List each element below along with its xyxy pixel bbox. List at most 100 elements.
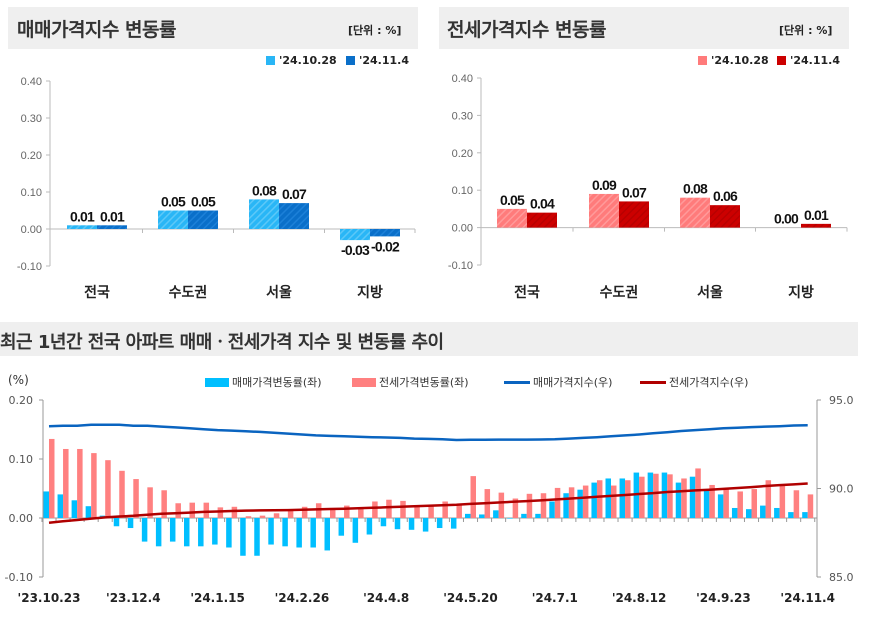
sale-change-bar xyxy=(605,478,611,518)
sale-bar xyxy=(340,229,370,241)
trend-y-tick-label: 0.20 xyxy=(9,394,34,407)
jeonse-change-bar xyxy=(301,506,308,518)
jeonse-change-bar xyxy=(582,485,589,518)
jeonse-change-bar xyxy=(695,468,701,518)
sale-y-tick-label: -0.10 xyxy=(17,261,42,273)
jeonse-change-bar xyxy=(681,478,687,518)
trend-y-tick-label: 0.00 xyxy=(9,512,34,525)
jeonse-change-bar xyxy=(358,509,364,518)
jeonse-change-bar xyxy=(611,485,617,518)
sale-y-tick-label: 0.30 xyxy=(21,113,42,125)
trend-x-tick-label: '24.8.12 xyxy=(612,591,667,605)
legend-label: 매매가격지수(우) xyxy=(533,376,613,389)
sale-change-bar xyxy=(43,491,49,518)
sale-change-bar xyxy=(212,518,218,545)
sale-category-label: 수도권 xyxy=(169,285,208,301)
jeonse-change-bar xyxy=(442,501,448,518)
sale-change-bar xyxy=(563,493,569,518)
jeonse-change-bar xyxy=(63,448,69,518)
sale-change-bar xyxy=(113,518,120,527)
jeonse-change-bar xyxy=(386,499,392,518)
jeonse-bar xyxy=(710,205,740,228)
jeonse-change-bar xyxy=(273,513,280,518)
legend-label: '24.11.4 xyxy=(790,54,840,67)
jeonse-bar xyxy=(527,212,557,228)
sale-change-bar xyxy=(675,482,682,518)
jeonse-legend-curr: '24.11.4 xyxy=(777,54,840,67)
jeonse-change-bar xyxy=(737,491,743,518)
jeonse-change-bar xyxy=(189,502,195,518)
jeonse-data-label: 0.05 xyxy=(500,192,525,208)
jeonse-data-label: 0.01 xyxy=(804,207,829,223)
trend-y-tick-label: -0.10 xyxy=(5,571,33,584)
sale-change-bar xyxy=(394,518,401,530)
trend-x-tick-label: '24.4.8 xyxy=(363,591,409,605)
sale-change-bar xyxy=(282,518,288,547)
sale-change-bar xyxy=(450,518,457,529)
sale-change-bar xyxy=(127,518,134,529)
jeonse-bar xyxy=(619,201,649,228)
sale-y-tick-label: 0.00 xyxy=(21,224,42,236)
trend-y2-tick-label: 95.0 xyxy=(829,394,854,407)
jeonse-chart-title: 전세가격지수 변동률 xyxy=(447,19,606,41)
jeonse-change-bar xyxy=(554,487,561,518)
jeonse-change-bar xyxy=(372,501,378,518)
sale-change-bar xyxy=(240,518,246,556)
sale-change-bar xyxy=(85,506,92,518)
sale-category-label: 지방 xyxy=(357,284,383,301)
jeonse-change-bar xyxy=(639,476,645,518)
sale-change-bar xyxy=(366,518,373,535)
sale-y-tick-label: 0.20 xyxy=(21,150,42,162)
sale-y-tick-label: 0.40 xyxy=(21,76,42,88)
jeonse-category-label: 전국 xyxy=(514,284,540,301)
sale-bar xyxy=(158,210,188,229)
sale-change-bar xyxy=(479,514,485,518)
jeonse-y-tick-label: -0.10 xyxy=(448,260,473,272)
trend-x-tick-label: '24.9.23 xyxy=(696,591,751,605)
legend-label: 매매가격변동률(좌) xyxy=(232,376,322,389)
jeonse-chart-header xyxy=(439,7,849,49)
trend-x-tick-label: '23.10.23 xyxy=(18,591,81,605)
sale-data-label: -0.02 xyxy=(371,238,400,254)
legend-swatch xyxy=(346,56,355,65)
jeonse-change-bar xyxy=(596,480,603,518)
trend-legend-sale-line: 매매가격지수(우) xyxy=(504,374,612,390)
jeonse-legend-prev: '24.10.28 xyxy=(698,54,769,67)
jeonse-change-bar xyxy=(653,473,659,518)
jeonse-change-bar xyxy=(428,505,434,518)
legend-swatch xyxy=(504,380,530,384)
sale-change-bar xyxy=(254,518,260,556)
jeonse-change-bar xyxy=(49,438,55,518)
sale-change-bar xyxy=(788,512,794,518)
sale-chart-unit: [단위 : %] xyxy=(348,24,402,37)
trend-chart-header xyxy=(0,322,858,356)
sale-change-bar xyxy=(155,518,162,547)
trend-x-tick-label: '23.12.4 xyxy=(106,591,161,605)
jeonse-change-bar xyxy=(807,494,814,518)
jeonse-change-bar xyxy=(667,474,673,518)
jeonse-y-tick-label: 0.10 xyxy=(452,185,473,197)
jeonse-category-label: 서울 xyxy=(697,284,723,301)
sale-data-label: -0.03 xyxy=(341,242,370,258)
jeonse-change-bar xyxy=(105,460,111,518)
sale-legend-prev: '24.10.28 xyxy=(266,54,337,67)
sale-bar xyxy=(97,225,127,229)
jeonse-change-bar xyxy=(91,453,97,518)
jeonse-change-bar xyxy=(414,505,420,518)
jeonse-y-tick-label: 0.00 xyxy=(452,223,473,235)
jeonse-change-bar xyxy=(498,492,505,518)
sale-bar xyxy=(249,199,279,229)
trend-x-tick-label: '24.7.1 xyxy=(532,591,578,605)
jeonse-data-label: 0.06 xyxy=(713,188,738,204)
sale-chart-title: 매매가격지수 변동률 xyxy=(17,19,176,41)
legend-swatch xyxy=(205,377,229,387)
jeonse-change-bar xyxy=(765,480,772,518)
jeonse-bar xyxy=(497,208,527,228)
sale-change-bar xyxy=(184,518,190,547)
legend-swatch xyxy=(352,377,376,387)
trend-chart-title: 최근 1년간 전국 아파트 매매ㆍ전세가격 지수 및 변동률 추이 xyxy=(0,332,444,353)
trend-x-tick-label: '24.1.15 xyxy=(190,591,245,605)
jeonse-change-bar xyxy=(259,515,266,518)
sale-change-bar xyxy=(760,505,766,518)
